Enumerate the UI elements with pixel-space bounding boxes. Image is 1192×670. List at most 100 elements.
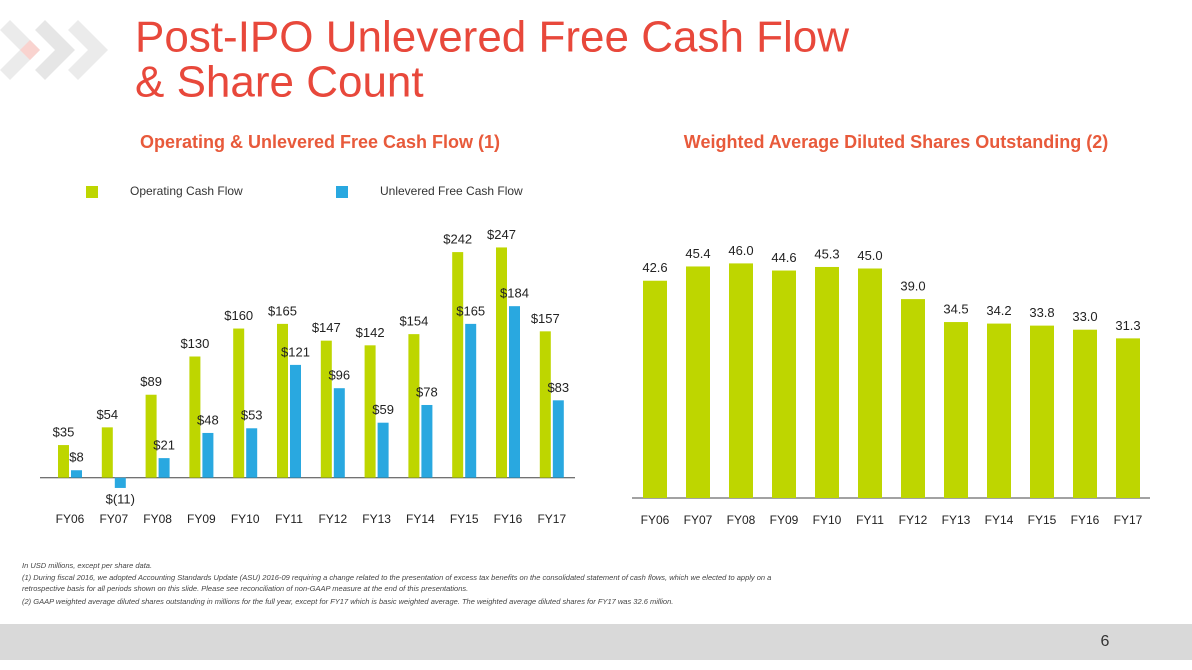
- data-label: $142: [356, 325, 385, 340]
- data-label: $35: [53, 425, 75, 440]
- x-tick-label: FY12: [318, 512, 347, 526]
- x-tick-label: FY13: [362, 512, 391, 526]
- x-tick-label: FY11: [856, 513, 884, 527]
- data-label: 44.6: [771, 250, 796, 265]
- data-label: $247: [487, 227, 516, 242]
- data-label: 34.5: [943, 301, 968, 316]
- bar: [815, 266, 839, 498]
- data-label: $59: [372, 402, 394, 417]
- x-tick-label: FY06: [641, 513, 670, 527]
- bar: [901, 299, 925, 498]
- bar: [58, 445, 69, 478]
- bar: [987, 323, 1011, 498]
- x-tick-label: FY16: [494, 512, 523, 526]
- legend-label: Unlevered Free Cash Flow: [380, 184, 523, 198]
- data-label: $165: [456, 303, 485, 318]
- data-label: 33.8: [1029, 305, 1054, 320]
- bar: [233, 328, 245, 478]
- x-tick-label: FY13: [942, 513, 971, 527]
- bar: [202, 432, 214, 478]
- x-tick-label: FY14: [406, 512, 435, 526]
- x-tick-label: FY17: [1114, 513, 1143, 527]
- data-label: $130: [180, 336, 209, 351]
- data-label: $147: [312, 320, 341, 335]
- data-label: $21: [153, 438, 175, 453]
- bar: [114, 477, 126, 488]
- x-tick-label: FY12: [899, 513, 928, 527]
- x-tick-label: FY06: [56, 512, 85, 526]
- bar: [71, 470, 82, 478]
- bar: [643, 280, 667, 498]
- data-label: $160: [224, 308, 253, 323]
- bar: [364, 345, 376, 478]
- legend-label: Operating Cash Flow: [130, 184, 243, 198]
- bar: [729, 263, 753, 498]
- data-label: 39.0: [900, 279, 925, 294]
- bar: [1030, 325, 1054, 498]
- bar: [1073, 329, 1097, 498]
- bar: [290, 364, 301, 478]
- data-label: $48: [197, 412, 219, 427]
- data-label: 45.0: [857, 248, 882, 263]
- x-tick-label: FY11: [275, 512, 303, 526]
- data-label: 31.3: [1115, 318, 1140, 333]
- x-tick-label: FY09: [187, 512, 216, 526]
- bar: [539, 331, 551, 478]
- data-label: $78: [416, 384, 438, 399]
- bar: [686, 266, 710, 498]
- bar: [465, 323, 477, 478]
- x-tick-label: FY07: [684, 513, 713, 527]
- legend-swatch: [86, 186, 98, 198]
- bar: [101, 427, 113, 478]
- bar: [333, 388, 345, 478]
- data-label: $83: [547, 380, 569, 395]
- data-label: $157: [531, 311, 560, 326]
- data-label: $89: [140, 374, 162, 389]
- data-label: $242: [443, 232, 472, 247]
- data-label: $53: [241, 408, 263, 423]
- x-tick-label: FY07: [99, 512, 128, 526]
- data-label: 46.0: [728, 243, 753, 258]
- x-tick-label: FY08: [143, 512, 172, 526]
- data-label: $184: [500, 286, 529, 301]
- slide-title: Post-IPO Unlevered Free Cash Flow: [135, 13, 849, 62]
- x-tick-label: FY10: [813, 513, 842, 527]
- bar: [1116, 338, 1140, 498]
- data-label: 42.6: [642, 260, 667, 275]
- data-label: $54: [96, 407, 118, 422]
- data-label: $(11): [106, 491, 135, 506]
- legend-swatch: [336, 186, 348, 198]
- data-label: 45.4: [685, 246, 710, 261]
- bar: [189, 356, 201, 478]
- x-tick-label: FY17: [537, 512, 566, 526]
- bar: [858, 268, 882, 498]
- bar: [452, 252, 464, 478]
- bar: [246, 428, 258, 478]
- data-label: $121: [281, 344, 310, 359]
- footnote: In USD millions, except per share data.: [22, 561, 152, 570]
- page-number: 6: [1101, 633, 1110, 650]
- chart-title: Operating & Unlevered Free Cash Flow (1): [140, 132, 500, 152]
- data-label: 45.3: [814, 246, 839, 261]
- data-label: 33.0: [1072, 309, 1097, 324]
- bar: [320, 340, 332, 478]
- bar: [408, 334, 420, 478]
- bar: [145, 394, 157, 478]
- x-tick-label: FY08: [727, 513, 756, 527]
- footnote: (1) During fiscal 2016, we adopted Accou…: [22, 573, 771, 582]
- bar: [944, 322, 968, 498]
- data-label: $8: [69, 450, 83, 465]
- bar: [509, 306, 520, 478]
- bar: [772, 270, 796, 498]
- data-label: $165: [268, 303, 297, 318]
- bar: [552, 400, 564, 478]
- x-tick-label: FY10: [231, 512, 260, 526]
- bar: [158, 458, 170, 478]
- data-label: $96: [328, 368, 350, 383]
- footer-band: [0, 624, 1192, 660]
- data-label: 34.2: [986, 303, 1011, 318]
- x-tick-label: FY09: [770, 513, 799, 527]
- bar: [277, 323, 288, 478]
- x-tick-label: FY14: [985, 513, 1014, 527]
- x-tick-label: FY16: [1071, 513, 1100, 527]
